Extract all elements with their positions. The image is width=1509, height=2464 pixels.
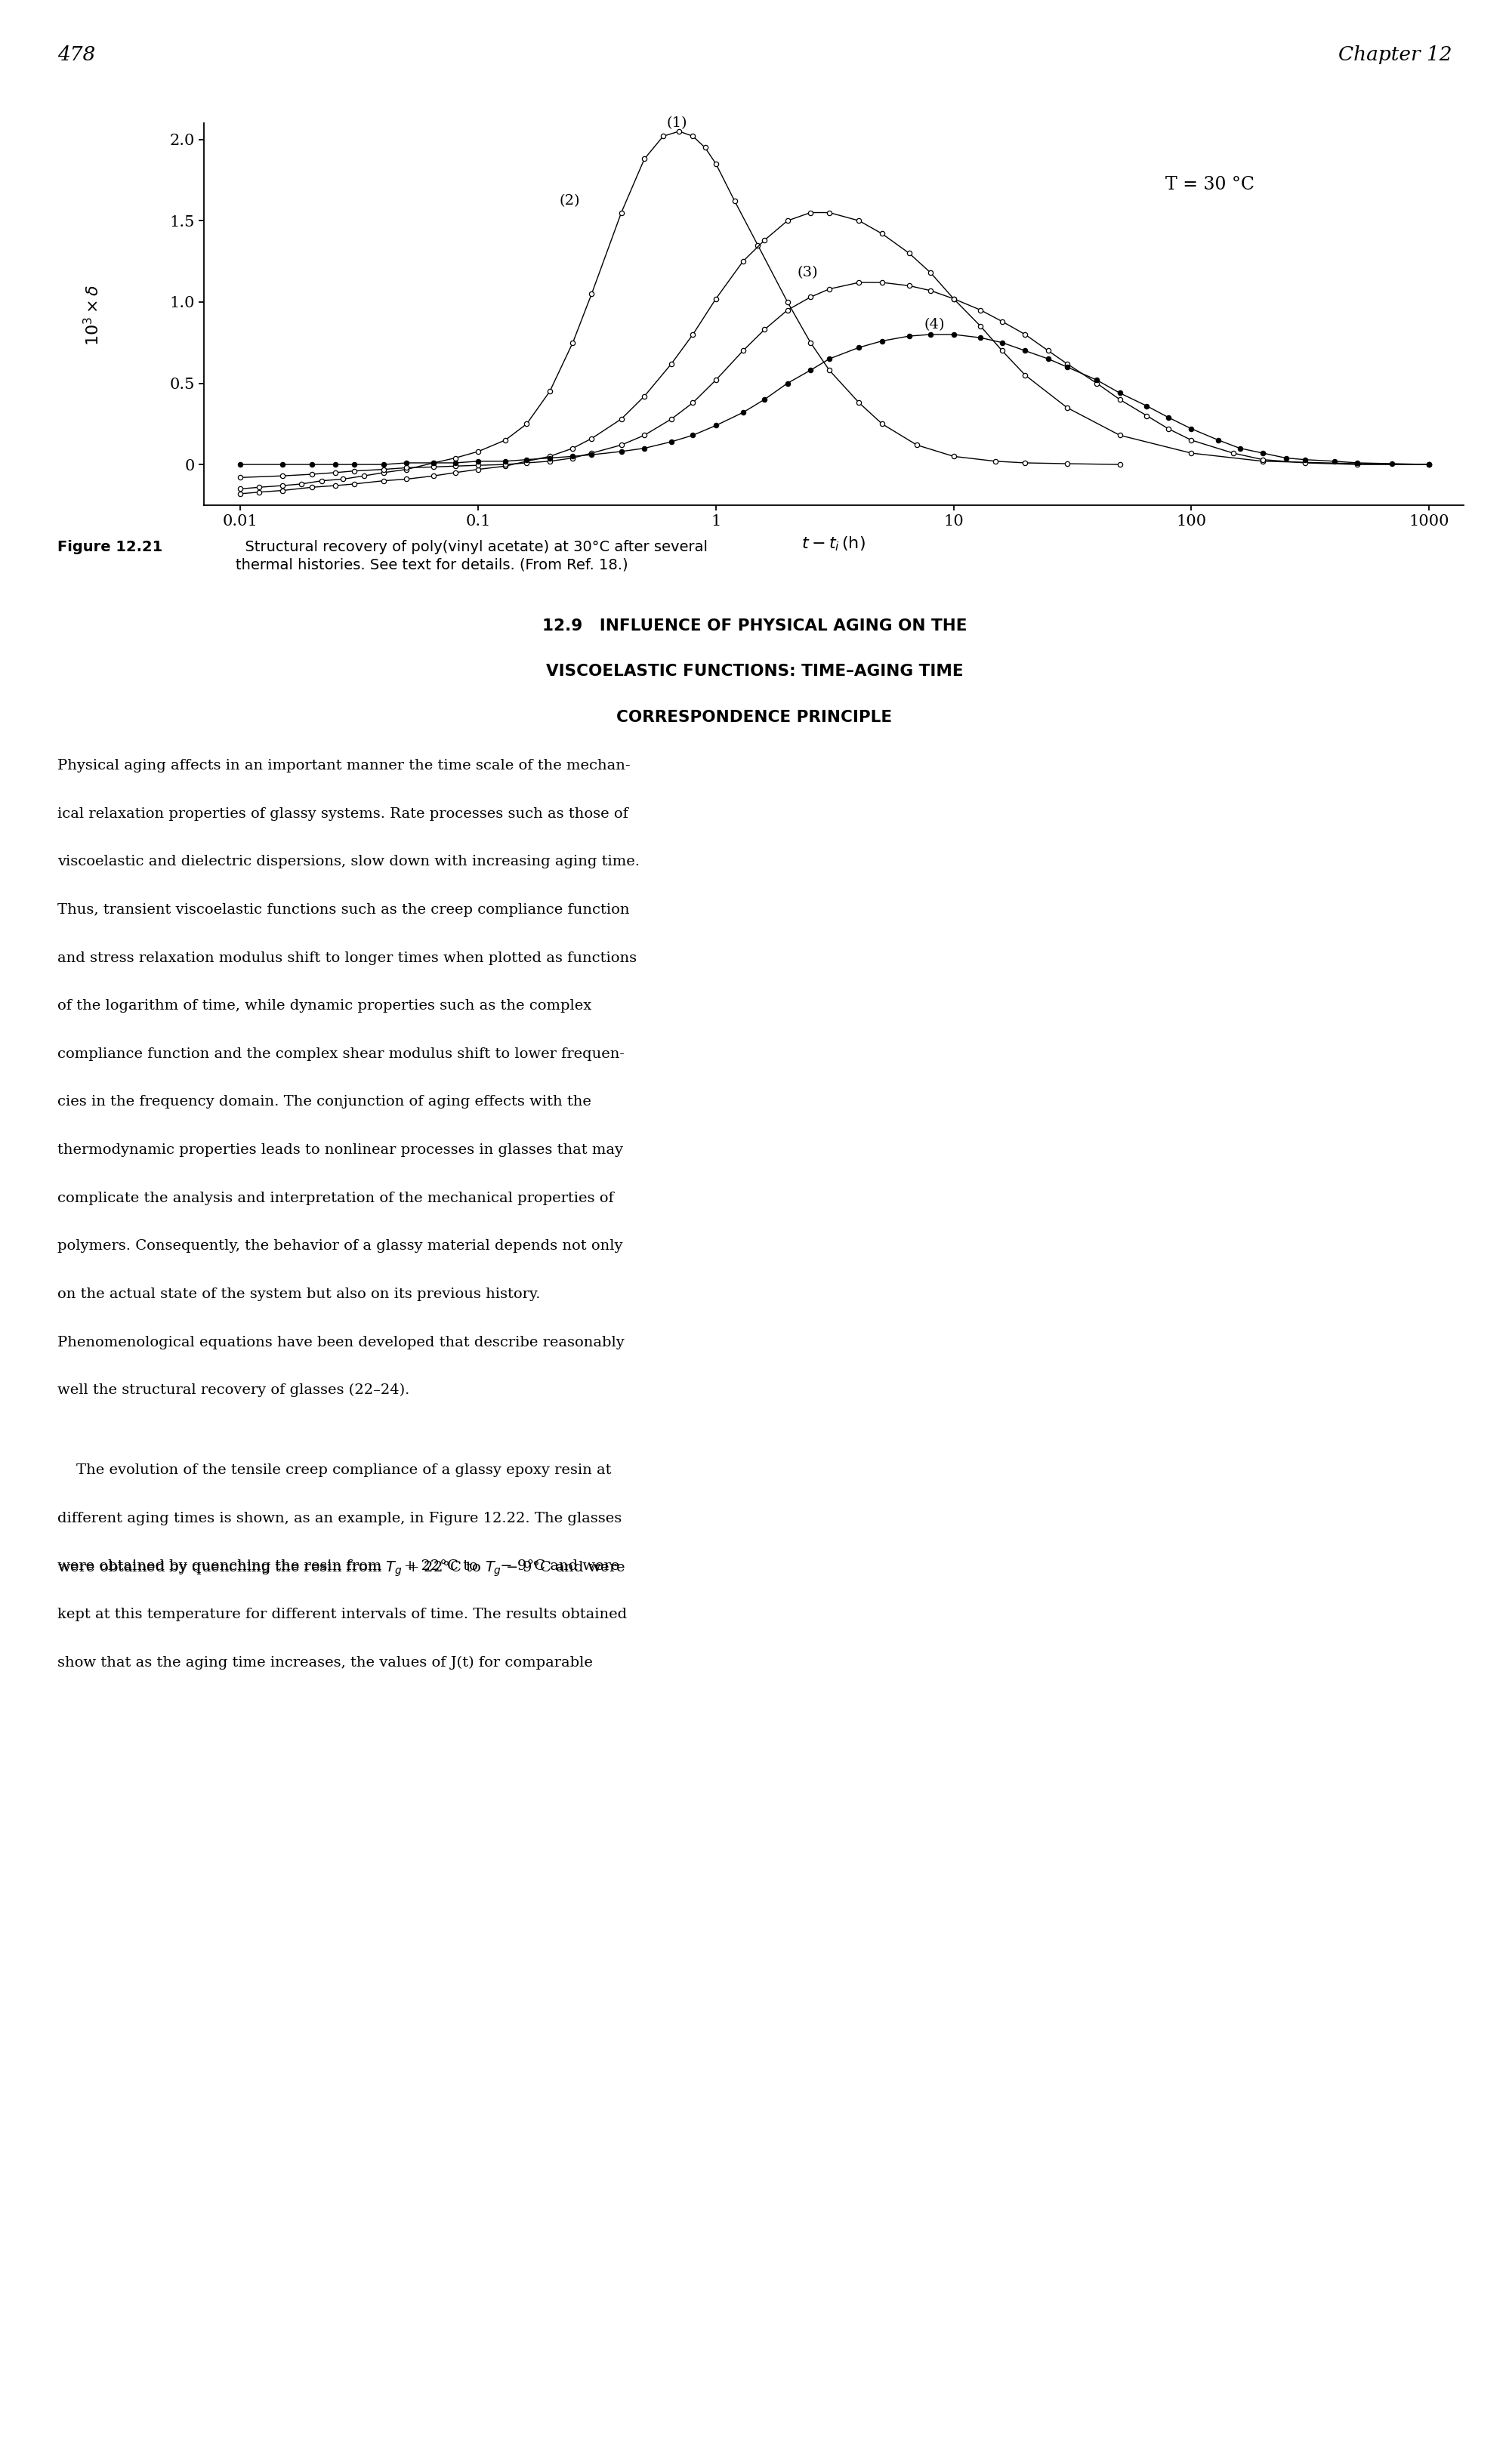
Text: (4): (4) [924,318,945,330]
Text: (3): (3) [797,266,818,278]
Text: of the logarithm of time, while dynamic properties such as the complex: of the logarithm of time, while dynamic … [57,1000,592,1013]
Text: Structural recovery of poly(vinyl acetate) at 30°C after several
thermal histori: Structural recovery of poly(vinyl acetat… [235,540,708,572]
Text: T = 30 °C: T = 30 °C [1165,177,1254,195]
Text: Phenomenological equations have been developed that describe reasonably: Phenomenological equations have been dev… [57,1335,625,1350]
Text: Chapter 12: Chapter 12 [1338,47,1452,64]
Text: show that as the aging time increases, the values of J(t) for comparable: show that as the aging time increases, t… [57,1656,593,1671]
Text: Figure 12.21: Figure 12.21 [57,540,163,554]
Text: Thus, transient viscoelastic functions such as the creep compliance function: Thus, transient viscoelastic functions s… [57,904,629,917]
Text: 478: 478 [57,47,95,64]
Text: different aging times is shown, as an example, in Figure 12.22. The glasses: different aging times is shown, as an ex… [57,1513,622,1525]
Text: on the actual state of the system but also on its previous history.: on the actual state of the system but al… [57,1289,540,1301]
Text: The evolution of the tensile creep compliance of a glassy epoxy resin at: The evolution of the tensile creep compl… [57,1464,611,1478]
Text: (2): (2) [560,195,581,207]
Text: thermodynamic properties leads to nonlinear processes in glasses that may: thermodynamic properties leads to nonlin… [57,1143,623,1158]
Text: were obtained by quenching the resin from       + 22°C to       − 9°C and were: were obtained by quenching the resin fro… [57,1560,619,1574]
Text: were obtained by quenching the resin from $T_g$ + 22°C to $T_g$ − 9°C and were: were obtained by quenching the resin fro… [57,1560,625,1579]
Text: ical relaxation properties of glassy systems. Rate processes such as those of: ical relaxation properties of glassy sys… [57,808,628,821]
Text: compliance function and the complex shear modulus shift to lower frequen-: compliance function and the complex shea… [57,1047,625,1062]
Text: VISCOELASTIC FUNCTIONS: TIME–AGING TIME: VISCOELASTIC FUNCTIONS: TIME–AGING TIME [546,663,963,680]
Text: kept at this temperature for different intervals of time. The results obtained: kept at this temperature for different i… [57,1609,626,1621]
Text: viscoelastic and dielectric dispersions, slow down with increasing aging time.: viscoelastic and dielectric dispersions,… [57,855,640,870]
Text: well the structural recovery of glasses (22–24).: well the structural recovery of glasses … [57,1385,409,1397]
Text: Physical aging affects in an important manner the time scale of the mechan-: Physical aging affects in an important m… [57,759,631,774]
Text: complicate the analysis and interpretation of the mechanical properties of: complicate the analysis and interpretati… [57,1193,614,1205]
Text: (1): (1) [667,116,687,131]
Text: CORRESPONDENCE PRINCIPLE: CORRESPONDENCE PRINCIPLE [617,710,892,724]
Text: 12.9   INFLUENCE OF PHYSICAL AGING ON THE: 12.9 INFLUENCE OF PHYSICAL AGING ON THE [542,618,967,633]
Text: cies in the frequency domain. The conjunction of aging effects with the: cies in the frequency domain. The conjun… [57,1096,592,1109]
Text: polymers. Consequently, the behavior of a glassy material depends not only: polymers. Consequently, the behavior of … [57,1239,623,1254]
Text: and stress relaxation modulus shift to longer times when plotted as functions: and stress relaxation modulus shift to l… [57,951,637,966]
X-axis label: $t - t_i\,\mathrm{(h)}$: $t - t_i\,\mathrm{(h)}$ [801,535,866,552]
Text: $10^3 \times \delta$: $10^3 \times \delta$ [85,286,103,345]
